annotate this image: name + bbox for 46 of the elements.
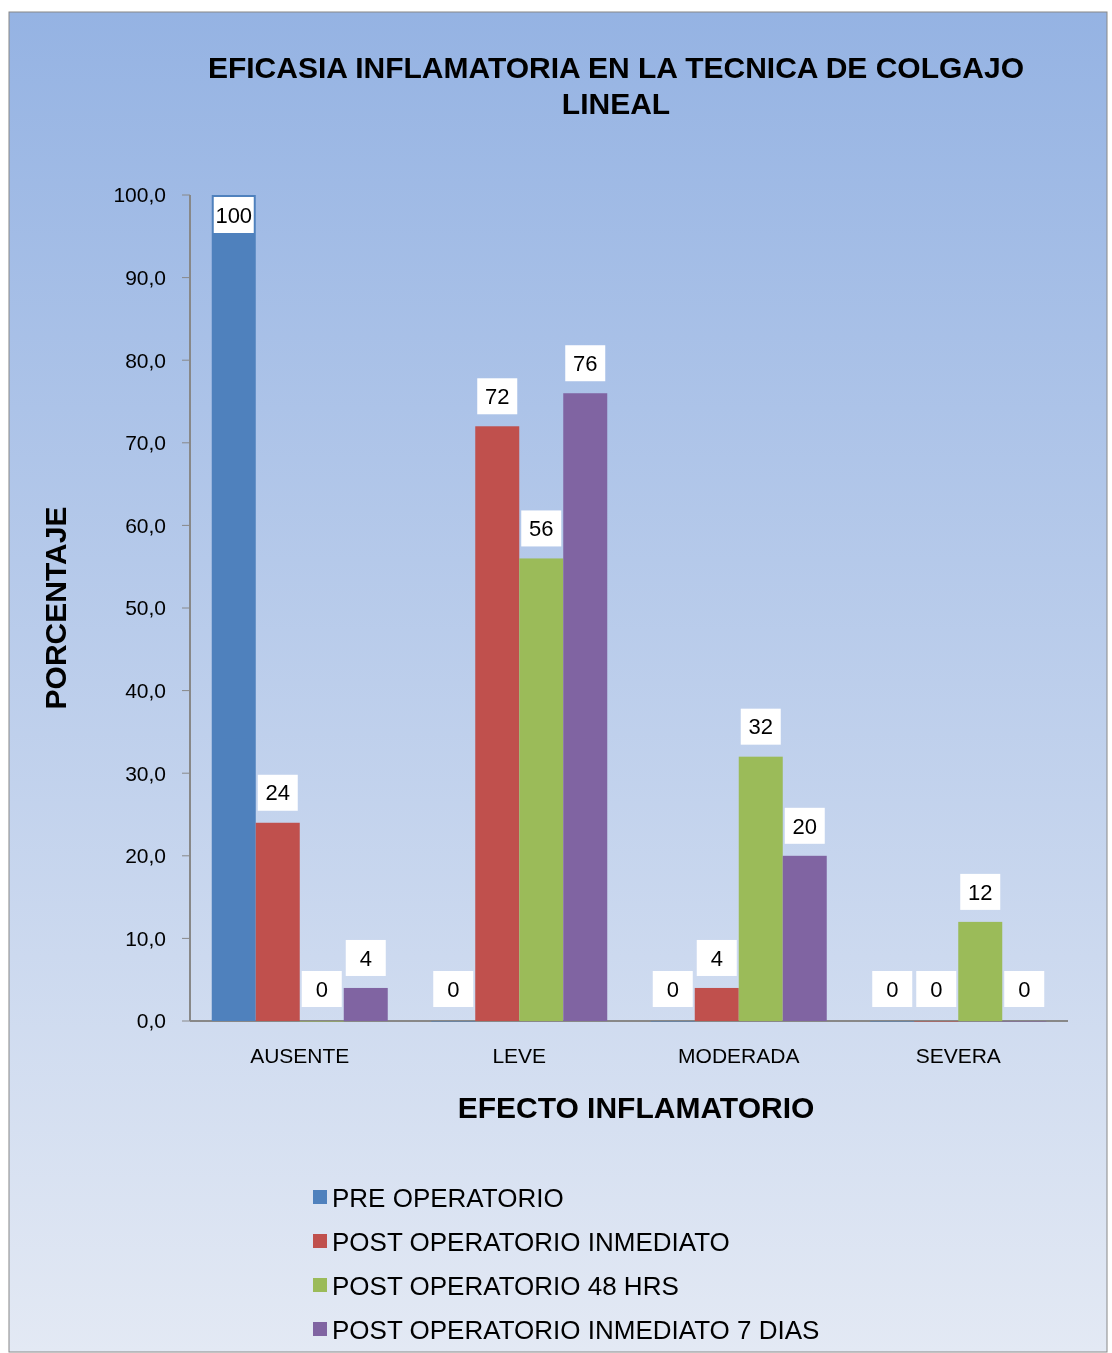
bar [255, 822, 300, 1021]
data-label: 0 [1018, 976, 1031, 1002]
y-tick-label: 40,0 [125, 678, 166, 702]
data-label: 56 [529, 516, 554, 542]
data-label: 4 [710, 945, 723, 971]
data-label: 24 [265, 780, 290, 806]
data-label: 0 [315, 976, 328, 1002]
x-tick-label: LEVE [492, 1044, 547, 1067]
data-label: 72 [485, 383, 510, 409]
data-label: 12 [968, 879, 993, 905]
y-tick-label: 80,0 [125, 348, 166, 372]
x-axis-title: EFECTO INFLAMATORIO [457, 1091, 815, 1124]
bar [782, 855, 827, 1021]
x-tick-label: MODERADA [678, 1044, 800, 1067]
data-label: 20 [792, 813, 817, 839]
chart-title: EFICASIA INFLAMATORIA EN LA TECNICA DE COLGAJO LINEAL [207, 51, 1025, 120]
data-label: 32 [748, 714, 773, 740]
y-tick-label: 70,0 [125, 431, 166, 455]
data-label: 0 [930, 976, 943, 1002]
bar [958, 921, 1003, 1021]
y-tick-label: 50,0 [125, 596, 166, 620]
data-label: 76 [573, 350, 598, 376]
y-tick-label: 10,0 [125, 926, 166, 950]
y-tick-label: 30,0 [125, 761, 166, 785]
legend-label: POST OPERATORIO INMEDIATO 7 DIAS [332, 1315, 820, 1346]
data-label: 4 [359, 945, 372, 971]
x-tick-label: AUSENTE [250, 1044, 350, 1067]
y-axis-title: PORCENTAJE [39, 506, 72, 710]
y-tick-label: 60,0 [125, 513, 166, 537]
data-label: 0 [886, 976, 899, 1002]
data-label: 0 [447, 976, 460, 1002]
legend-label: POST OPERATORIO 48 HRS [332, 1271, 679, 1302]
bar [475, 426, 520, 1021]
bar [738, 756, 783, 1021]
y-tick-label: 90,0 [125, 265, 166, 289]
bar [563, 393, 608, 1021]
data-label: 100 [215, 202, 253, 228]
data-label: 0 [666, 976, 679, 1002]
bar [519, 558, 564, 1021]
legend-label: PRE OPERATORIO [332, 1183, 564, 1214]
y-tick-label: 20,0 [125, 844, 166, 868]
y-tick-label: 0,0 [136, 1009, 166, 1033]
y-tick-label: 100,0 [113, 183, 166, 207]
x-tick-label: SEVERA [915, 1044, 1001, 1067]
legend-label: POST OPERATORIO INMEDIATO [332, 1227, 730, 1258]
bar [211, 195, 256, 1021]
